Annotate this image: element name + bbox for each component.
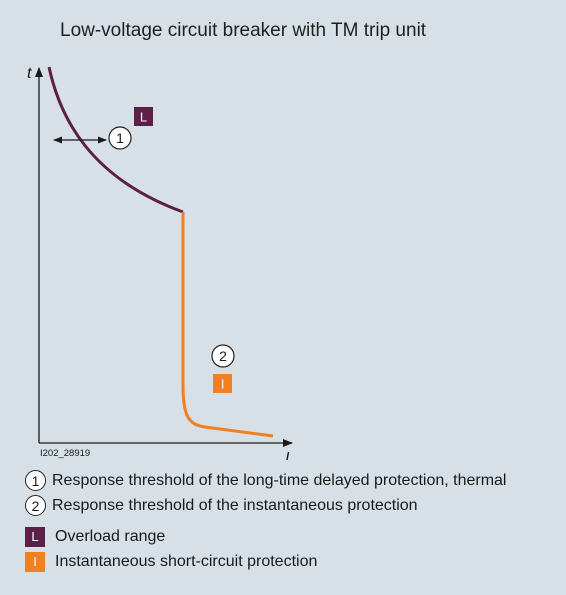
legend-marker-1: 1 [25,470,46,491]
trip-characteristic-diagram: t I I202_28919 1 L 2 I [27,65,293,460]
y-axis-label: t [27,65,32,82]
legend-text-threshold-thermal: Response threshold of the long-time dela… [52,471,507,489]
marker-1-label: 1 [116,130,124,146]
legend-text-threshold-instantaneous: Response threshold of the instantaneous … [52,496,418,514]
legend-swatch-instantaneous: I [25,551,45,572]
instantaneous-badge: I [213,374,232,393]
legend-text-instantaneous-protection: Instantaneous short-circuit protection [55,552,318,570]
instantaneous-badge-label: I [221,377,225,392]
legend-marker-2: 2 [25,495,46,516]
marker-1: 1 [108,126,132,150]
legend-item-overload-range: L Overload range [25,524,555,549]
legend-item-instantaneous-protection: I Instantaneous short-circuit protection [25,549,555,574]
legend: 1 Response threshold of the long-time de… [25,468,555,574]
marker-2: 2 [211,344,235,368]
legend-item-threshold-thermal: 1 Response threshold of the long-time de… [25,468,555,493]
figure-id: I202_28919 [40,448,90,459]
legend-swatch-overload: L [25,526,45,547]
marker-2-label: 2 [219,348,227,364]
overload-badge: L [134,107,153,126]
legend-text-overload-range: Overload range [55,527,166,545]
x-axis-label: I [285,450,290,460]
legend-item-threshold-instantaneous: 2 Response threshold of the instantaneou… [25,493,555,518]
diagram-title: Low-voltage circuit breaker with TM trip… [60,20,427,41]
overload-curve [47,66,184,214]
overload-badge-label: L [140,110,147,125]
instantaneous-curve [181,212,274,438]
